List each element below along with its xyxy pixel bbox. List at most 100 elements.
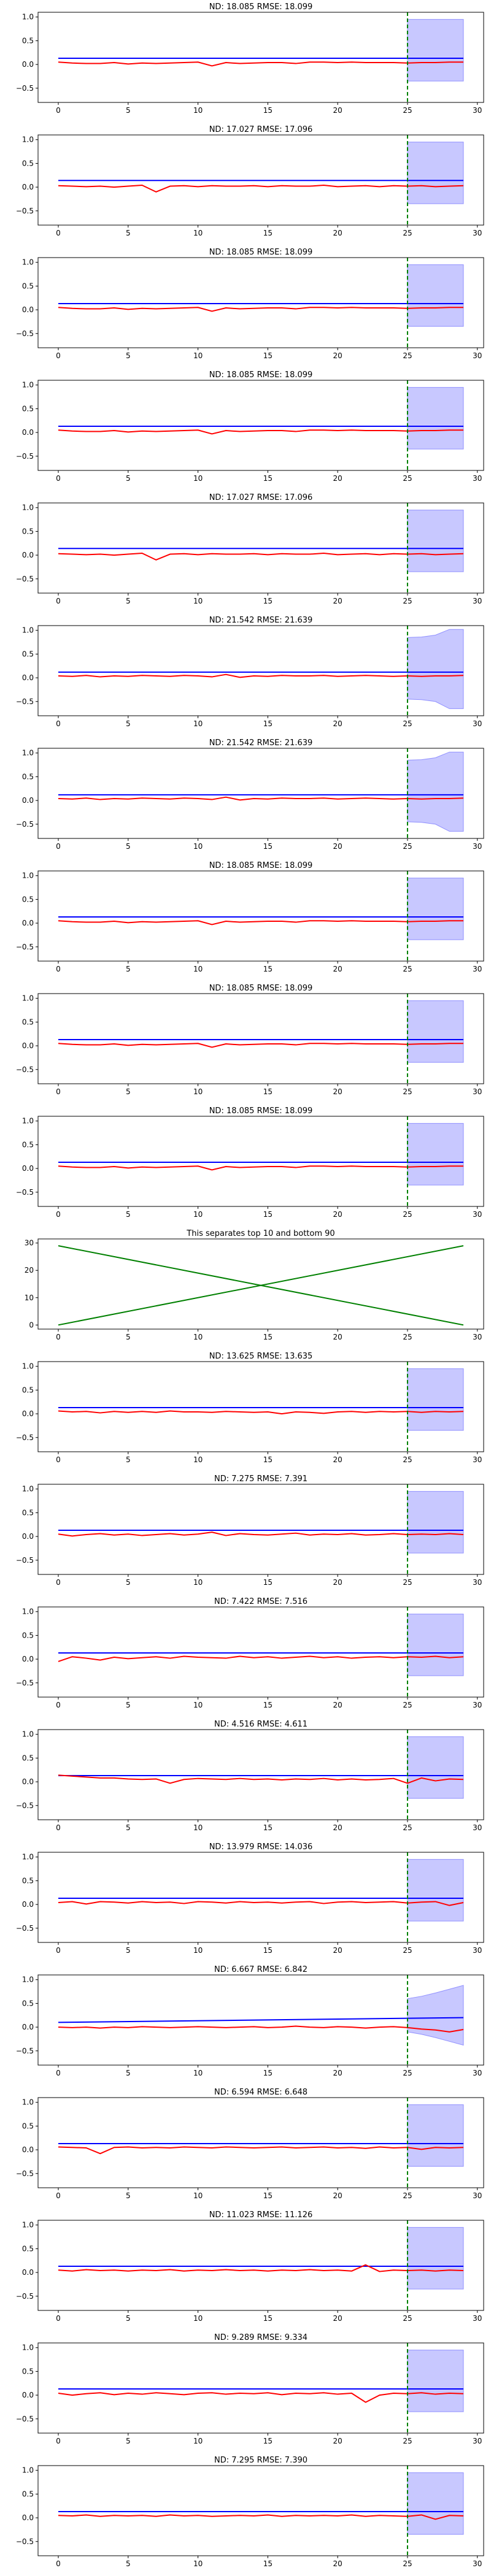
y-tick-label: 0.5 [22, 404, 34, 413]
x-tick-label: 10 [193, 842, 203, 851]
x-tick-label: 0 [56, 1210, 61, 1219]
series-line-2 [58, 1245, 464, 1326]
x-tick-label: 30 [473, 229, 482, 237]
chart-title: ND: 11.023 RMSE: 11.126 [209, 2210, 313, 2220]
chart-panel-3: ND: 18.085 RMSE: 18.099 0 5 10 15 20 25 30 −0.5 0… [16, 248, 484, 360]
y-tick-label: 1.0 [22, 1853, 34, 1861]
y-tick-label: 1.0 [22, 258, 34, 267]
chart-title: ND: 17.027 RMSE: 17.096 [209, 493, 313, 502]
y-tick-label: 0.0 [22, 551, 34, 559]
series-line-2 [58, 920, 463, 926]
x-tick-label: 25 [403, 474, 412, 483]
y-tick-label: 0.5 [22, 772, 34, 781]
y-tick-label: 0 [29, 1321, 34, 1329]
series-line-2 [58, 553, 464, 561]
y-tick-label: 0.0 [22, 919, 34, 927]
y-tick-label: 10 [25, 1294, 34, 1302]
axes-frame [37, 380, 484, 471]
x-tick-label: 25 [403, 229, 412, 237]
y-tick-label: 0.5 [22, 1999, 34, 2007]
x-tick-label: 15 [263, 1455, 273, 1464]
y-tick-label: 1.0 [22, 2221, 34, 2229]
x-tick-label: 30 [473, 597, 482, 605]
chart-panel-8: ND: 18.085 RMSE: 18.099 0 5 10 15 20 25 30 −0.5 0… [16, 861, 484, 973]
axes-frame [37, 1606, 484, 1698]
y-tick-label: 0.0 [22, 1777, 34, 1786]
x-tick-label: 30 [473, 1455, 482, 1464]
chart-panel-2: ND: 17.027 RMSE: 17.096 0 5 10 15 20 25 30 −0.5 0… [16, 125, 484, 237]
y-tick-label: −0.5 [16, 575, 34, 583]
y-tick-label: 0.0 [22, 183, 34, 191]
chart-panel-5: ND: 17.027 RMSE: 17.096 0 5 10 15 20 25 30 −0.5 0… [16, 493, 484, 605]
chart-panel-16: ND: 13.979 RMSE: 14.036 0 5 10 15 20 25 30 −0.5 0… [16, 1842, 484, 1955]
x-tick-label: 25 [403, 351, 412, 360]
axes-frame [37, 1361, 484, 1452]
uncertainty-band [407, 1000, 464, 1063]
series-line-2 [58, 1774, 464, 1784]
y-tick-label: 0.5 [22, 1876, 34, 1885]
y-tick-label: 0.5 [22, 2244, 34, 2253]
chart-title: ND: 17.027 RMSE: 17.096 [209, 125, 313, 134]
uncertainty-band [407, 1368, 464, 1431]
x-tick-label: 0 [56, 2314, 61, 2323]
uncertainty-band [407, 2104, 464, 2167]
x-tick-label: 5 [126, 2437, 131, 2445]
x-tick-label: 20 [333, 1087, 342, 1096]
axes-frame [37, 1974, 484, 2066]
chart-title: ND: 21.542 RMSE: 21.639 [209, 616, 313, 625]
x-tick-label: 15 [263, 1823, 273, 1832]
x-tick-label: 10 [193, 1087, 203, 1096]
x-tick-label: 0 [56, 1333, 61, 1341]
y-tick-label: −0.5 [16, 697, 34, 706]
x-tick-label: 25 [403, 2559, 412, 2568]
uncertainty-band [407, 1123, 464, 1186]
x-tick-label: 10 [193, 597, 203, 605]
x-tick-label: 20 [333, 229, 342, 237]
x-tick-label: 10 [193, 1946, 203, 1955]
y-tick-label: 0.0 [22, 1900, 34, 1909]
x-tick-label: 5 [126, 1333, 131, 1341]
y-tick-label: 1.0 [22, 1117, 34, 1125]
x-tick-label: 0 [56, 2559, 61, 2568]
chart-panel-10: ND: 18.085 RMSE: 18.099 0 5 10 15 20 25 30 −0.5 0… [16, 1106, 484, 1219]
chart-title: ND: 9.289 RMSE: 9.334 [214, 2333, 307, 2342]
series-line-1 [58, 2017, 464, 2023]
x-tick-label: 0 [56, 351, 61, 360]
y-tick-label: −0.5 [16, 2292, 34, 2301]
x-tick-label: 25 [403, 1946, 412, 1955]
x-tick-label: 30 [473, 474, 482, 483]
x-tick-label: 20 [333, 719, 342, 728]
x-tick-label: 0 [56, 1701, 61, 1709]
x-tick-label: 5 [126, 1823, 131, 1832]
y-tick-label: 0.0 [22, 1655, 34, 1663]
y-tick-label: 1.0 [22, 749, 34, 757]
x-tick-label: 5 [126, 965, 131, 973]
x-tick-label: 10 [193, 1701, 203, 1709]
y-tick-label: 0.0 [22, 1041, 34, 1050]
x-tick-label: 30 [473, 2559, 482, 2568]
x-tick-label: 10 [193, 1455, 203, 1464]
y-tick-label: 0.5 [22, 1386, 34, 1394]
x-tick-label: 20 [333, 1210, 342, 1219]
x-tick-label: 20 [333, 1455, 342, 1464]
y-tick-label: −0.5 [16, 452, 34, 461]
axes-frame [37, 2220, 484, 2311]
y-tick-label: 0.0 [22, 2268, 34, 2277]
x-tick-label: 25 [403, 597, 412, 605]
x-tick-label: 10 [193, 1210, 203, 1219]
y-tick-label: −0.5 [16, 329, 34, 338]
x-tick-label: 0 [56, 719, 61, 728]
y-tick-label: 0.0 [22, 2145, 34, 2154]
x-tick-label: 0 [56, 2191, 61, 2200]
x-tick-label: 25 [403, 965, 412, 973]
y-tick-label: 0.5 [22, 36, 34, 45]
chart-title: ND: 6.667 RMSE: 6.842 [214, 1965, 307, 1974]
x-tick-label: 25 [403, 1823, 412, 1832]
x-tick-label: 10 [193, 1823, 203, 1832]
x-tick-label: 20 [333, 965, 342, 973]
axes-frame [37, 2342, 484, 2434]
x-tick-label: 0 [56, 1087, 61, 1096]
x-tick-label: 5 [126, 597, 131, 605]
x-tick-label: 0 [56, 965, 61, 973]
x-tick-label: 15 [263, 1087, 273, 1096]
